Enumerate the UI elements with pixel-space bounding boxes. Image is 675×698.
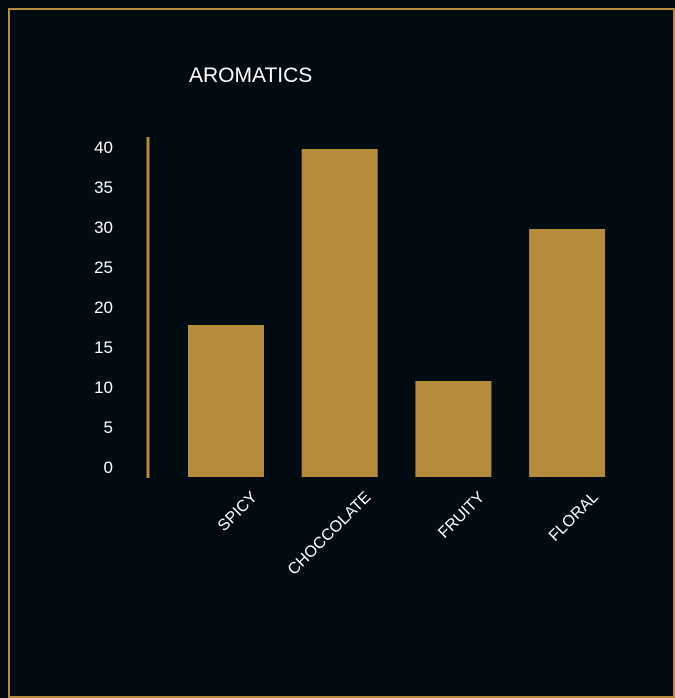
x-tick-label-floral: FLORAL: [546, 489, 602, 545]
y-tick-label-30: 30: [94, 218, 113, 237]
y-tick-label-0: 0: [104, 458, 113, 477]
y-tick-label-40: 40: [94, 138, 113, 157]
y-tick-label-25: 25: [94, 258, 113, 277]
x-axis-labels: SPICY CHOCCOLATE FRUITY FLORAL: [215, 489, 602, 579]
bar-choccolate: [301, 149, 378, 477]
y-tick-label-15: 15: [94, 338, 113, 357]
chart-title: AROMATICS: [189, 64, 313, 87]
bar-spicy: [188, 325, 264, 477]
x-tick-label-choccolate: CHOCCOLATE: [285, 489, 375, 579]
y-tick-label-20: 20: [94, 298, 113, 317]
bars: [188, 149, 606, 477]
y-axis-ticks: 0 5 10 15 20 25 30 35 40: [94, 138, 113, 477]
x-tick-label-fruity: FRUITY: [435, 489, 488, 542]
y-tick-label-10: 10: [94, 378, 113, 397]
bar-fruity: [415, 381, 492, 477]
bar-floral: [529, 229, 606, 477]
y-tick-label-5: 5: [104, 418, 113, 437]
y-tick-label-35: 35: [94, 178, 113, 197]
x-tick-label-spicy: SPICY: [215, 489, 261, 535]
